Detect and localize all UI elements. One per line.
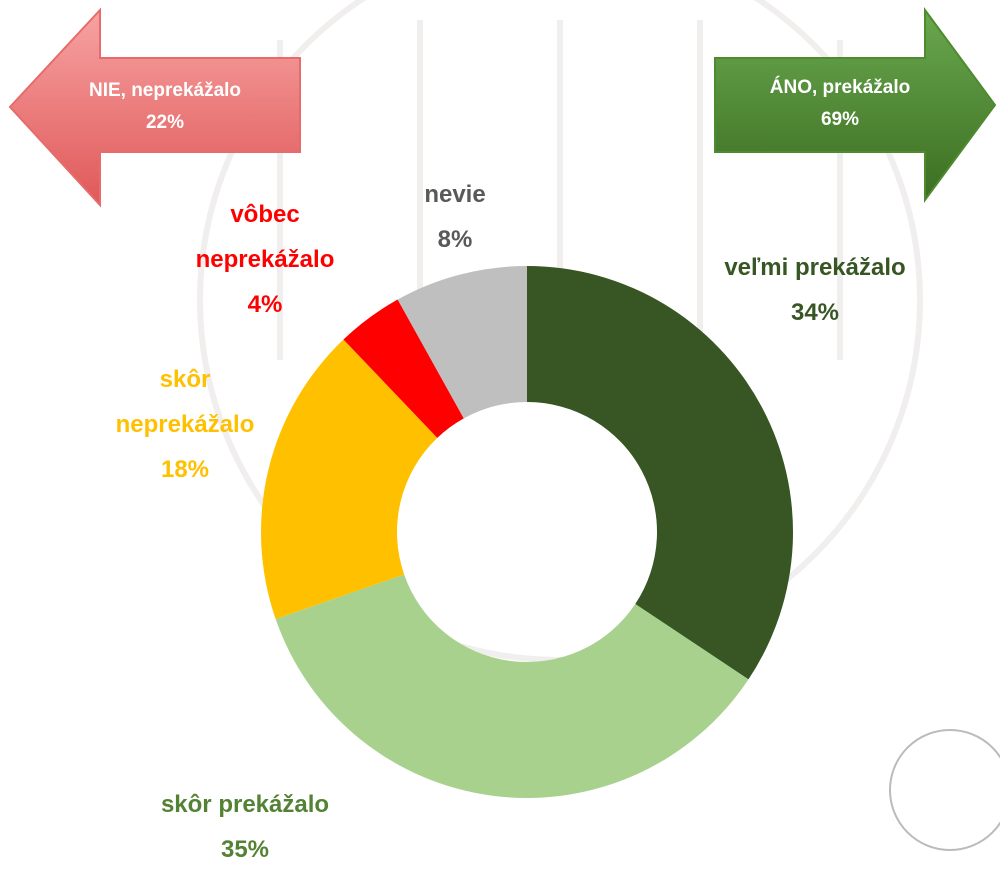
donut-slice xyxy=(397,266,527,419)
donut-slice xyxy=(343,299,464,438)
arrow-value: 22% xyxy=(145,112,185,133)
arrow-label: NIE, neprekážalo 22% xyxy=(40,75,290,139)
slice-label: nevie 8% xyxy=(380,172,530,262)
category-label: nevie xyxy=(424,181,486,208)
slice-label: vôbec neprekážalo 4% xyxy=(180,192,350,327)
slice-label: veľmi prekážalo 34% xyxy=(680,245,950,335)
value-label: 34% xyxy=(790,299,840,326)
arrow-label: ÁNO, prekážalo 69% xyxy=(720,72,960,136)
slice-label: skôr neprekážalo 18% xyxy=(90,357,280,492)
donut-slice xyxy=(527,266,793,680)
value-label: 4% xyxy=(247,291,283,318)
category-label: vôbec neprekážalo xyxy=(195,201,335,273)
arrow xyxy=(8,7,301,208)
arrow-text: NIE, neprekážalo xyxy=(88,80,242,101)
category-label: skôr neprekážalo xyxy=(115,366,255,438)
value-label: 35% xyxy=(220,836,270,863)
slice-label: skôr prekážalo 35% xyxy=(110,782,380,872)
value-label: 18% xyxy=(160,456,210,483)
category-label: skôr prekážalo xyxy=(160,791,330,818)
value-label: 8% xyxy=(437,226,473,253)
arrow-value: 69% xyxy=(820,109,860,130)
category-label: veľmi prekážalo xyxy=(724,254,906,281)
donut-slice xyxy=(261,339,438,620)
arrow-text: ÁNO, prekážalo xyxy=(769,77,911,98)
donut-slice xyxy=(275,574,749,798)
arrow xyxy=(714,6,997,204)
